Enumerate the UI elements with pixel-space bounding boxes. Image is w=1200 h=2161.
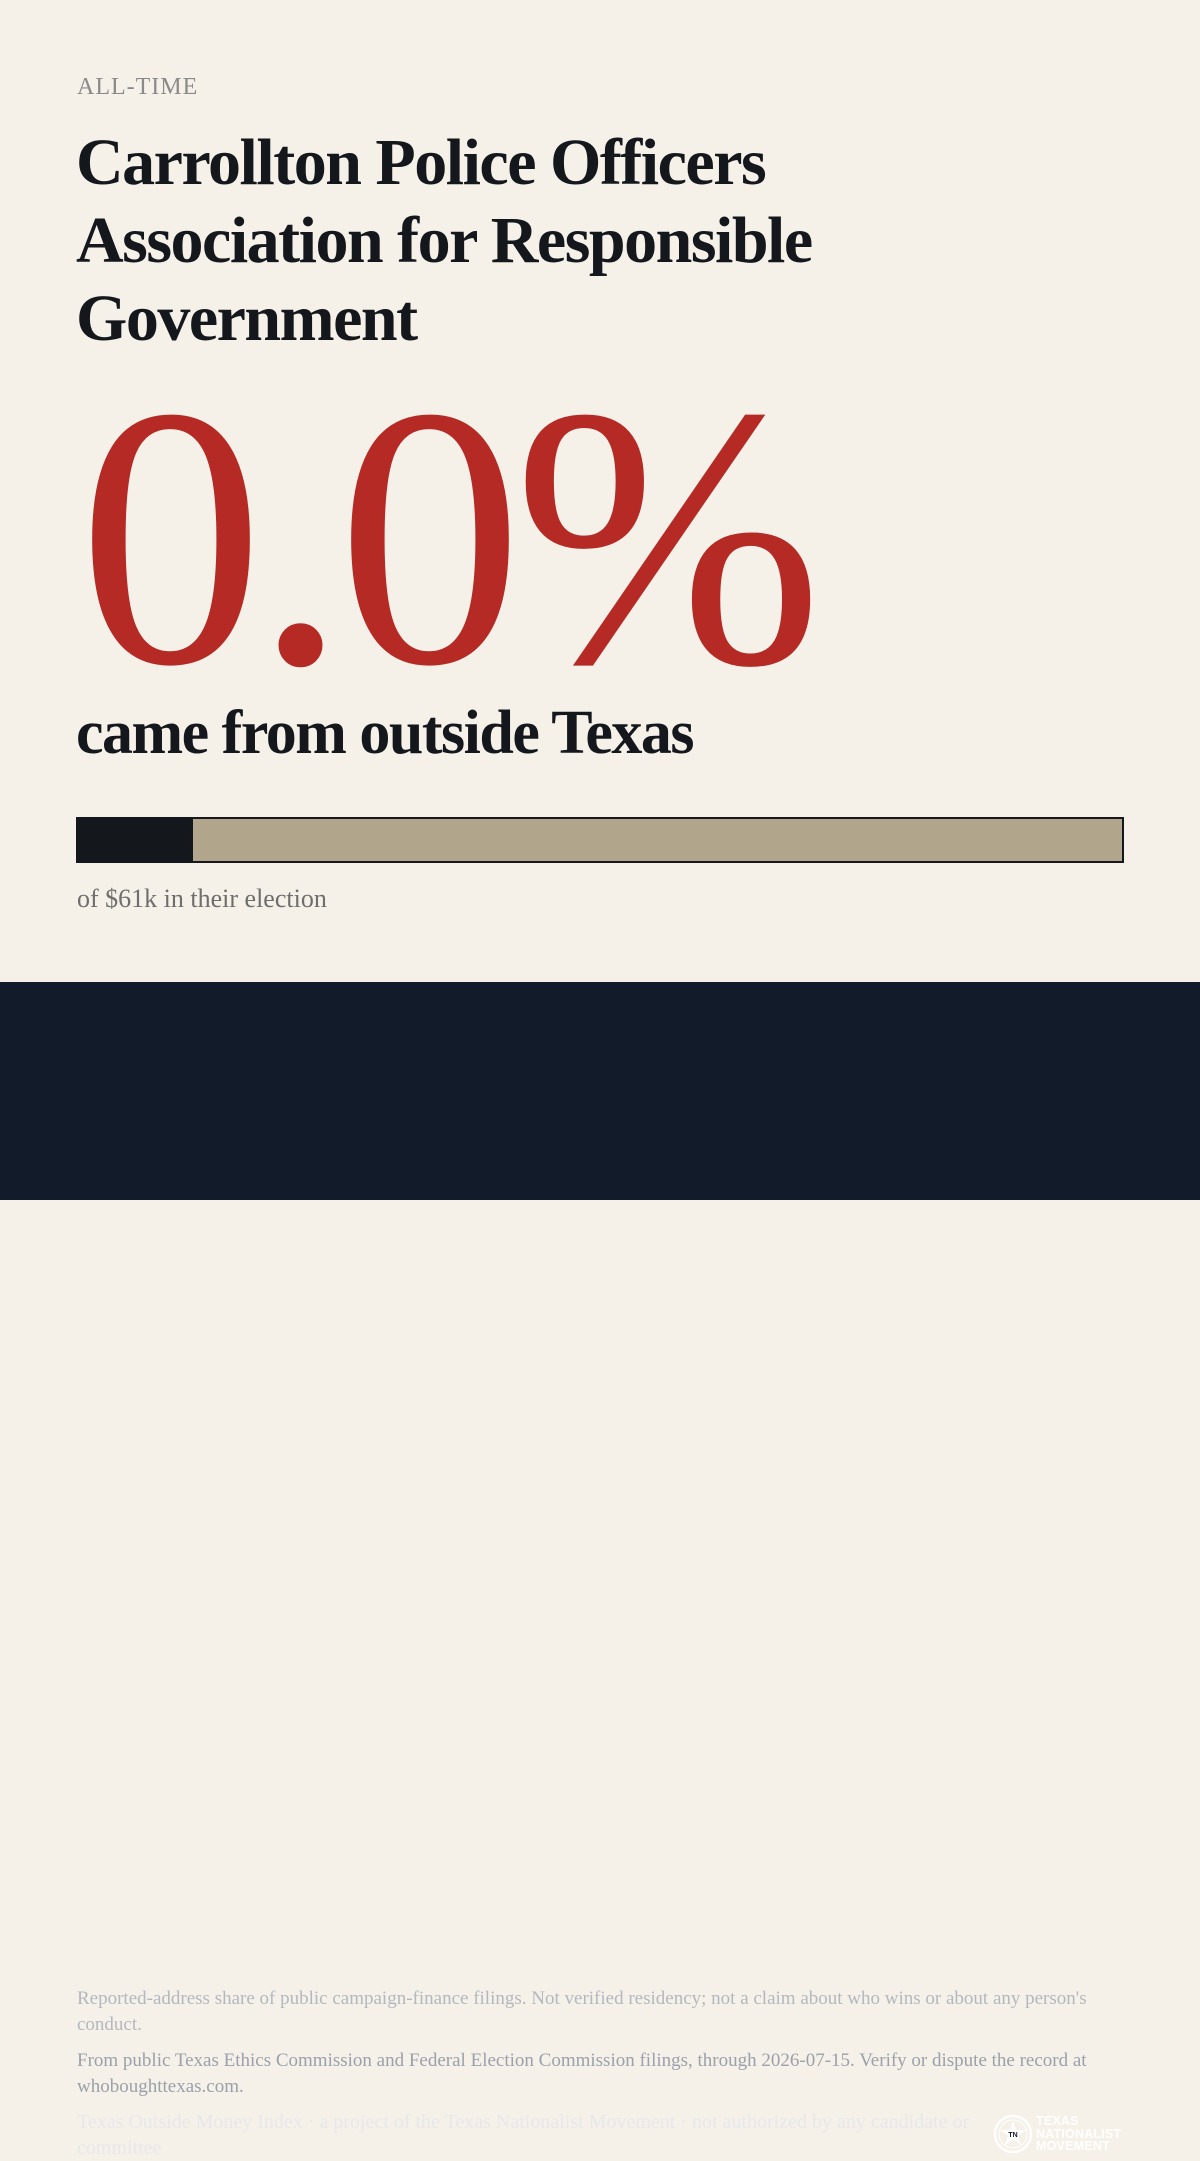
tnm-logo: TN TEXAS NATIONALIST MOVEMENT: [993, 2112, 1121, 2156]
main-panel: ALL-TIME Carrollton Police Officers Asso…: [0, 0, 1200, 982]
stat-caption: came from outside Texas: [76, 699, 695, 767]
logo-line: NATIONALIST: [1036, 2126, 1122, 2141]
page-title: Carrollton Police Officers Association f…: [76, 126, 813, 355]
svg-text:TN: TN: [1008, 2132, 1017, 2139]
footer-disclaimer: Reported-address share of public campaig…: [77, 1988, 1087, 2035]
footer: Reported-address share of public campaig…: [0, 982, 1200, 2159]
star-seal-icon: TN: [993, 2114, 1033, 2154]
footer-source: From public Texas Ethics Commission and …: [77, 2050, 1087, 2097]
footer-credit: Texas Outside Money Index · a project of…: [77, 2111, 970, 2159]
stat-value: 0.0%: [78, 332, 823, 743]
share-bar-fill: [78, 819, 193, 861]
stat-subcaption: of $61k in their election: [77, 884, 327, 913]
logo-line: TEXAS: [1036, 2114, 1079, 2129]
logo-line: MOVEMENT: [1036, 2139, 1110, 2154]
logo-wordmark: TEXAS NATIONALIST MOVEMENT: [1036, 2115, 1121, 2153]
eyebrow-label: ALL-TIME: [77, 74, 199, 100]
share-bar: [76, 817, 1124, 863]
